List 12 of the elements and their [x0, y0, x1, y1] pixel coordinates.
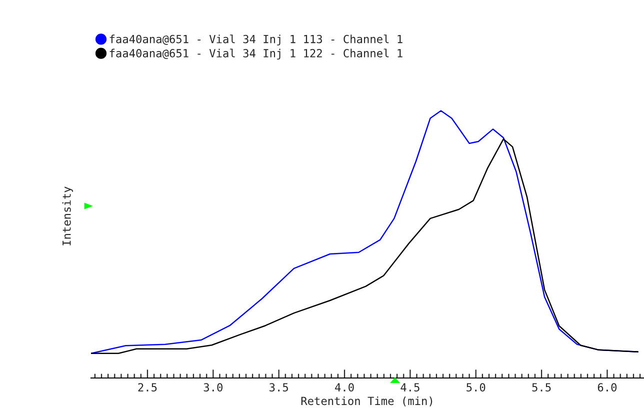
- x-tick-label: 4.0: [335, 383, 354, 392]
- y-axis-title: Intensity: [62, 186, 73, 246]
- x-tick-label: 5.5: [532, 383, 551, 392]
- x-tick-label: 2.5: [138, 383, 157, 392]
- x-tick-label: 6.0: [598, 383, 617, 392]
- x-tick-label: 3.0: [204, 383, 222, 392]
- legend-label: faa40ana@651 - Vial 34 Inj 1 113 - Channel 1: [110, 34, 402, 46]
- x-axis-title: Retention Time (min): [301, 396, 432, 406]
- x-tick-label: 5.0: [466, 383, 486, 392]
- x-tick-label: 3.5: [270, 383, 288, 392]
- legend-label: faa40ana@651 - Vial 34 Inj 1 122 - Channel 1: [110, 48, 402, 60]
- x-tick-label: 4.5: [400, 383, 420, 392]
